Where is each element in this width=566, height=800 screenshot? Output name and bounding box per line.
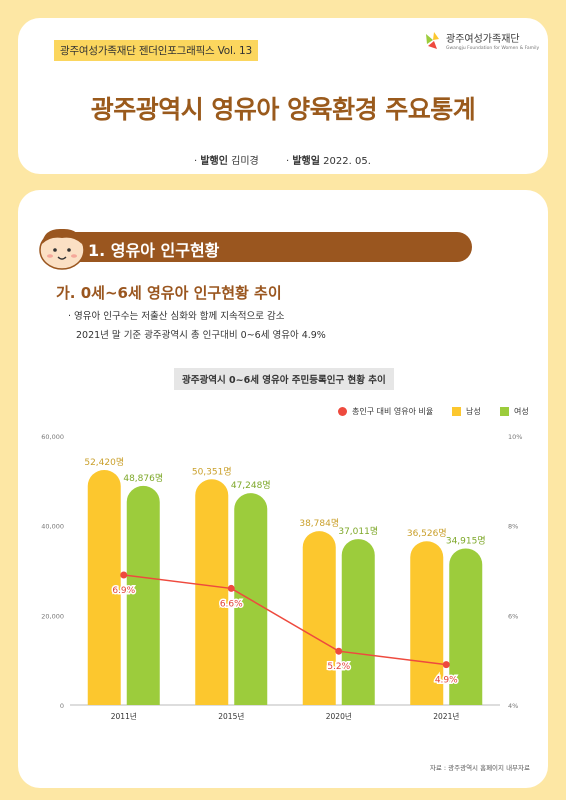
data-label-male: 52,420명 [84,457,124,468]
data-label-female: 37,011명 [338,526,378,537]
y2-tick-label: 10% [508,433,522,441]
data-label-male: 38,784명 [299,518,339,529]
legend-swatch-male [452,407,461,416]
data-label-male: 36,526명 [407,528,447,539]
y2-tick-label: 4% [508,702,518,710]
ratio-point [335,647,343,655]
legend-label-female: 여성 [514,407,529,416]
bar-male [302,531,336,705]
publisher-info: · 발행인 김미경 [194,156,259,167]
y-tick-label: 60,000 [41,433,64,441]
publisher-label: 발행인 [200,156,228,167]
section-title: 1. 영유아 인구현황 [88,241,220,260]
data-label-female: 34,915명 [446,535,486,546]
x-tick-label: 2011년 [111,711,137,721]
logo-mark-icon [426,32,439,49]
data-label-male: 50,351명 [192,466,232,477]
legend-item-female: 여성 [500,406,529,417]
ratio-label: 4.9% [435,676,458,686]
header-card: 광주여성가족재단 젠더인포그래픽스 Vol. 13 광주여성가족재단 Gwang… [18,18,548,174]
section-header-bar [66,232,472,262]
y-tick-label: 0 [60,702,64,710]
bar-male [410,541,444,705]
volume-tag: 광주여성가족재단 젠더인포그래픽스 Vol. 13 [54,40,258,61]
legend-label-ratio: 총인구 대비 영유아 비율 [352,407,434,416]
ratio-label-halo: 4.9% [435,676,458,686]
bar-male [195,479,229,705]
y2-tick-label: 6% [508,612,518,620]
child-mascot-icon [39,228,85,270]
foundation-logo: 광주여성가족재단 Gwangju Foundation for Women & … [424,28,539,62]
legend-item-male: 남성 [452,406,481,417]
page-title: 광주광역시 영유아 양육환경 주요통계 [90,95,476,124]
bar-female [126,485,160,705]
bullet-text-1-value: 영유아 인구수는 저출산 심화와 함께 지속적으로 감소 [74,311,285,322]
ratio-point [227,584,235,592]
legend-item-ratio: 총인구 대비 영유아 비율 [338,406,433,417]
y2-tick-label: 8% [508,523,518,531]
chart-title: 광주광역시 0~6세 영유아 주민등록인구 현황 추이 [174,368,394,390]
ratio-label-halo: 6.6% [220,599,243,609]
legend-swatch-ratio [338,407,347,416]
bullet-text-2: 2021년 말 기준 광주광역시 총 인구대비 0~6세 영유아 4.9% [76,330,326,341]
data-label-female: 48,876명 [123,473,163,484]
ratio-point [442,661,450,669]
y-tick-label: 40,000 [41,523,64,531]
bar-female [341,539,375,705]
legend-label-male: 남성 [466,407,481,416]
ratio-line [123,574,447,666]
ratio-label: 5.2% [327,662,350,672]
x-tick-label: 2021년 [433,711,459,721]
ratio-label-halo: 5.2% [327,662,350,672]
data-label-female: 47,248명 [231,480,271,491]
date-info: · 발행일 2022. 05. [286,156,371,167]
logo-text: 광주여성가족재단 [446,34,520,45]
bullet-text-1: · 영유아 인구수는 저출산 심화와 함께 지속적으로 감소 [68,311,285,322]
legend-swatch-female [500,407,509,416]
x-tick-label: 2015년 [218,711,244,721]
subsection-title: 가. 0세~6세 영유아 인구현황 추이 [56,284,282,302]
source-note: 자료 : 광주광역시 홈페이지 내부자료 [429,764,530,772]
x-tick-label: 2020년 [326,711,352,721]
publish-date: 2022. 05. [323,156,371,167]
content-card: 1. 영유아 인구현황 가. 0세~6세 영유아 인구현황 추이 · 영유아 인… [18,190,548,788]
publisher-name: 김미경 [231,156,259,167]
ratio-label-halo: 6.9% [112,586,135,596]
population-chart: 0 20,000 40,000 60,000 4% 6% 8% 10% 52,420명 48,87… [41,433,522,721]
ratio-label: 6.6% [220,599,243,609]
bar-female [449,548,483,705]
ratio-label: 6.9% [112,586,135,596]
y-tick-label: 20,000 [41,612,64,620]
ratio-point [120,571,128,579]
date-label: 발행일 [292,156,320,167]
logo-subtext: Gwangju Foundation for Women & Family [446,46,540,51]
bar-male [87,469,121,705]
